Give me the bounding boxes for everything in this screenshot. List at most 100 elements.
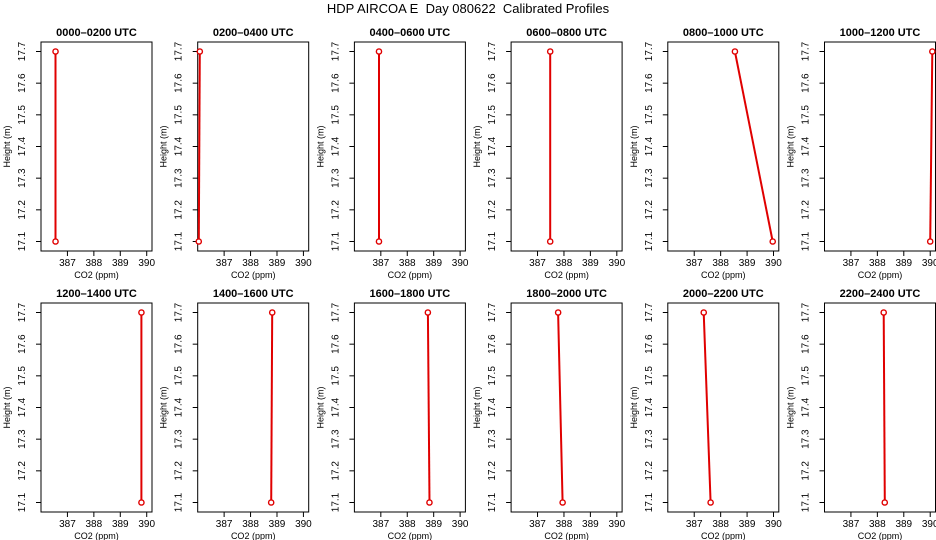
- x-tick-label: 388: [869, 258, 886, 269]
- data-point: [731, 48, 739, 55]
- x-axis-label: CO2 (ppm): [858, 531, 903, 540]
- y-tick-label: 17.6: [174, 334, 185, 354]
- y-axis-label: Height (m): [159, 125, 169, 167]
- x-tick-label: 389: [739, 258, 756, 269]
- profile-line: [557, 312, 564, 503]
- data-point: [268, 309, 276, 316]
- y-tick-label: 17.3: [174, 168, 185, 188]
- y-tick-label: 17.5: [801, 366, 812, 386]
- y-axis-label: Height (m): [472, 386, 482, 428]
- y-tick-label: 17.2: [330, 461, 341, 481]
- y-tick-label: 17.2: [487, 200, 498, 220]
- y-tick-label: 17.1: [330, 231, 341, 251]
- profile-panel: 0200–0400 UTC 387 388 389 390 17.1 17.2 17.3 17.…: [159, 27, 312, 280]
- y-tick-label: 17.3: [644, 429, 655, 449]
- panel-title: 1200–1400 UTC: [56, 288, 137, 300]
- y-tick-label: 17.7: [330, 302, 341, 322]
- y-axis-label: Height (m): [159, 386, 169, 428]
- data-point: [375, 48, 383, 55]
- y-tick-label: 17.4: [17, 136, 28, 156]
- y-tick-label: 17.7: [174, 41, 185, 61]
- profile-line: [426, 312, 431, 503]
- profile-panel: 1400–1600 UTC 387 388 389 390 17.1 17.2 17.3 17.…: [159, 288, 312, 540]
- x-axis-label: CO2 (ppm): [388, 531, 433, 540]
- plot-frame: [40, 41, 153, 252]
- data-point: [138, 309, 145, 316]
- x-axis-label: CO2 (ppm): [701, 270, 746, 280]
- y-tick-label: 17.1: [17, 492, 28, 512]
- y-tick-label: 17.4: [174, 136, 185, 156]
- y-tick-label: 17.4: [644, 397, 655, 417]
- x-tick-label: 389: [739, 519, 756, 530]
- y-axis-label: Height (m): [315, 386, 325, 428]
- panel-title: 1400–1600 UTC: [213, 288, 294, 300]
- y-tick-label: 17.5: [487, 105, 498, 125]
- y-axis-label: Height (m): [629, 386, 639, 428]
- x-tick-label: 390: [922, 519, 936, 530]
- data-point: [881, 499, 889, 506]
- x-tick-label: 390: [608, 258, 625, 269]
- y-tick-label: 17.4: [330, 397, 341, 417]
- y-tick-label: 17.6: [174, 73, 185, 93]
- panel-title: 2200–2400 UTC: [840, 288, 921, 300]
- y-axis-label: Height (m): [786, 125, 796, 167]
- x-tick-label: 390: [452, 519, 469, 530]
- y-tick-label: 17.3: [174, 429, 185, 449]
- data-point: [929, 48, 936, 55]
- panel-title: 0000–0200 UTC: [56, 27, 137, 39]
- profile-panel: 1800–2000 UTC 387 388 389 390 17.1 17.2 17.3 17.…: [472, 288, 625, 540]
- y-tick-label: 17.2: [644, 200, 655, 220]
- y-tick-label: 17.5: [174, 105, 185, 125]
- y-tick-label: 17.4: [330, 136, 341, 156]
- profile-panel: 1600–1800 UTC 387 388 389 390 17.1 17.2 17.3 17.…: [315, 288, 468, 540]
- x-axis-label: CO2 (ppm): [388, 270, 433, 280]
- y-tick-label: 17.1: [644, 231, 655, 251]
- y-tick-label: 17.1: [487, 492, 498, 512]
- x-tick-label: 387: [59, 519, 76, 530]
- x-tick-label: 389: [895, 519, 912, 530]
- profile-line: [733, 51, 774, 242]
- x-tick-label: 388: [242, 258, 259, 269]
- y-tick-label: 17.4: [644, 136, 655, 156]
- profile-panel: 0800–1000 UTC 387 388 389 390 17.1 17.2 17.3 17.…: [629, 27, 782, 280]
- y-tick-label: 17.5: [330, 105, 341, 125]
- y-tick-label: 17.2: [17, 461, 28, 481]
- y-axis-label: Height (m): [786, 386, 796, 428]
- x-tick-label: 388: [556, 258, 573, 269]
- y-tick-label: 17.5: [174, 366, 185, 386]
- x-axis-label: CO2 (ppm): [74, 531, 119, 540]
- x-tick-label: 388: [712, 519, 729, 530]
- data-point: [375, 238, 383, 245]
- y-tick-label: 17.6: [801, 334, 812, 354]
- y-tick-label: 17.2: [330, 200, 341, 220]
- plot-frame: [824, 302, 936, 513]
- data-point: [559, 499, 566, 506]
- x-tick-label: 388: [86, 519, 103, 530]
- profile-panel: 0600–0800 UTC 387 388 389 390 17.1 17.2 17.3 17.…: [472, 27, 625, 280]
- plot-frame: [197, 302, 310, 513]
- y-tick-label: 17.7: [174, 302, 185, 322]
- y-tick-label: 17.6: [801, 73, 812, 93]
- data-point: [546, 238, 554, 245]
- panel-title: 1000–1200 UTC: [840, 27, 921, 39]
- data-point: [52, 48, 59, 55]
- x-tick-label: 389: [582, 519, 599, 530]
- profile-line: [270, 312, 274, 503]
- y-tick-label: 17.1: [174, 231, 185, 251]
- y-axis-label: Height (m): [2, 125, 12, 167]
- data-point: [267, 499, 275, 506]
- y-tick-label: 17.3: [17, 168, 28, 188]
- x-tick-label: 387: [59, 258, 76, 269]
- y-tick-label: 17.7: [644, 41, 655, 61]
- y-tick-label: 17.1: [487, 231, 498, 251]
- y-tick-label: 17.5: [330, 366, 341, 386]
- profile-panel: 1000–1200 UTC 387 388 389 390 17.1 17.2 17.3 17.…: [786, 27, 936, 280]
- y-tick-label: 17.4: [487, 397, 498, 417]
- x-tick-label: 389: [425, 519, 442, 530]
- x-tick-label: 387: [843, 258, 860, 269]
- plot-frame: [667, 41, 780, 252]
- x-axis-label: CO2 (ppm): [701, 531, 746, 540]
- y-tick-label: 17.6: [330, 73, 341, 93]
- x-tick-label: 388: [869, 519, 886, 530]
- x-tick-label: 390: [922, 258, 936, 269]
